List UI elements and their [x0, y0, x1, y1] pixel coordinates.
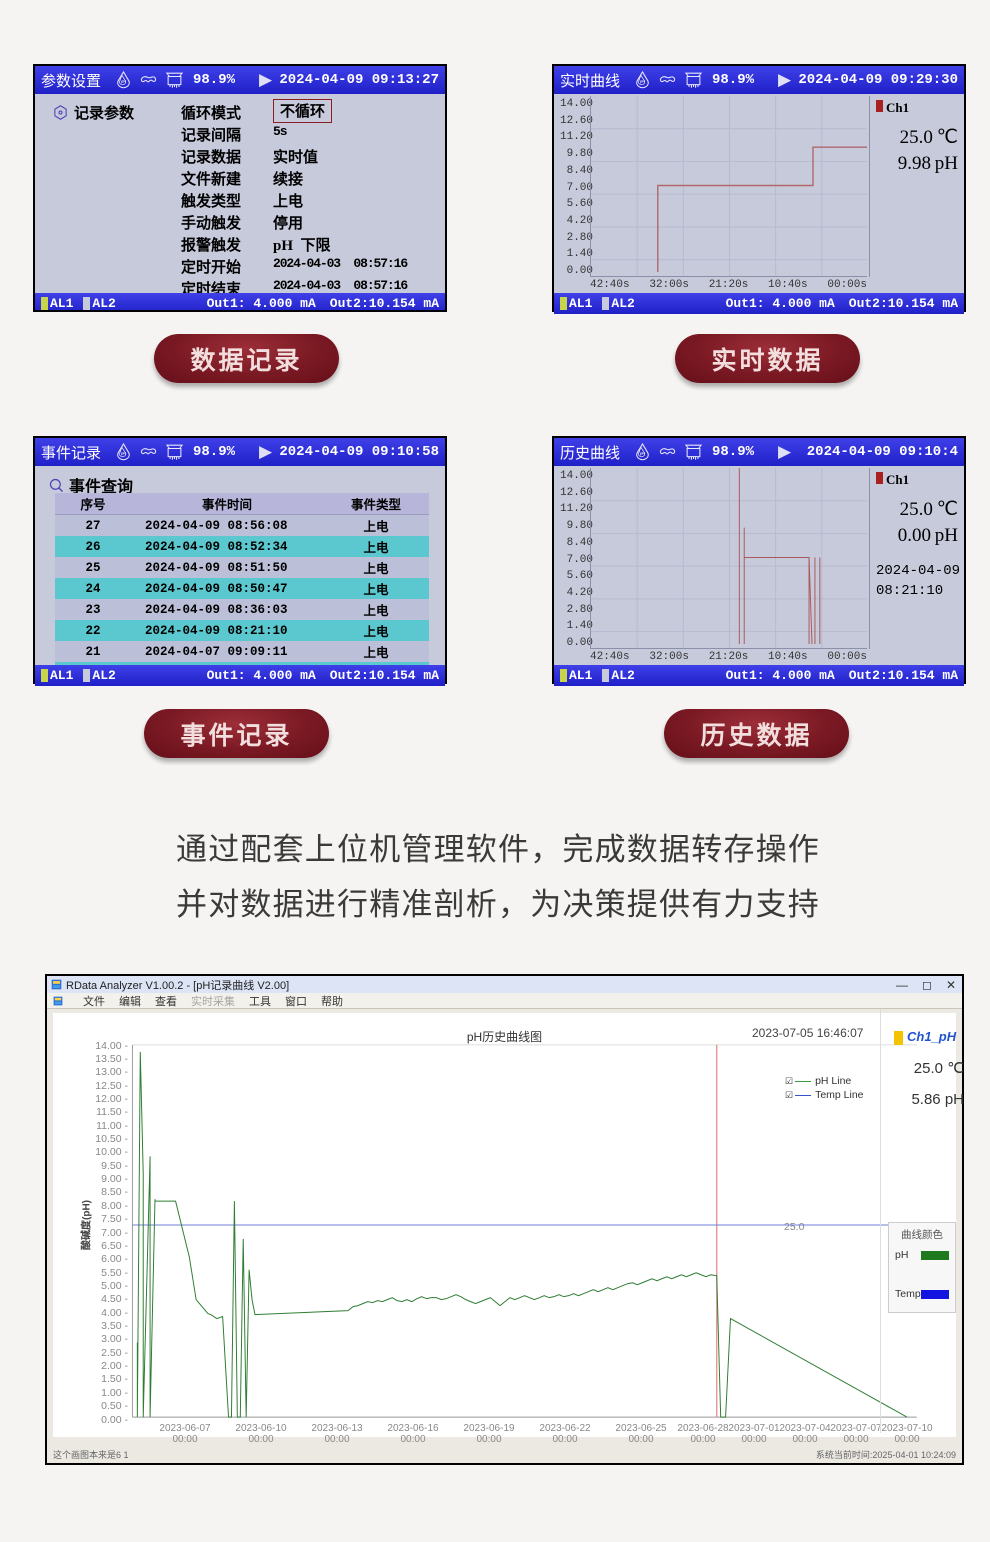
svg-text:pH: pH [640, 79, 645, 83]
svg-text:pH: pH [121, 451, 126, 455]
svg-text:pH: pH [640, 451, 645, 455]
svg-text:pH: pH [121, 79, 126, 83]
